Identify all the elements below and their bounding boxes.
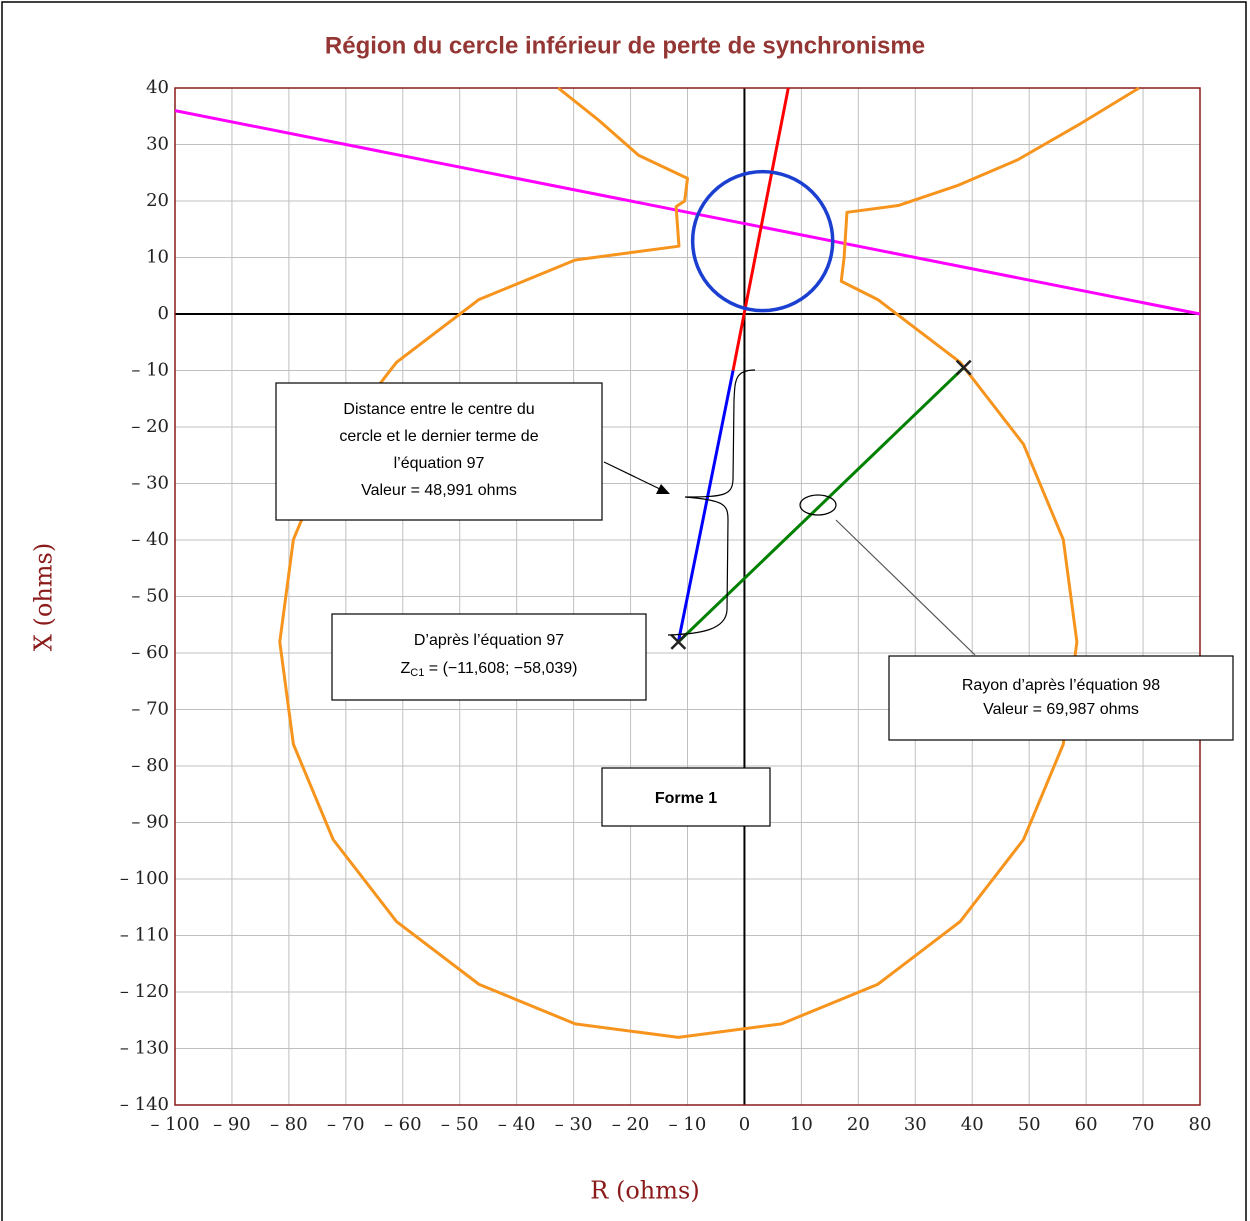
annotation-box [601,767,771,827]
x-tick-label: – 90 [213,1114,251,1135]
annotation-text: D’après l’équation 97 [414,632,564,649]
x-tick-label: 40 [961,1114,984,1135]
y-tick-label: – 40 [131,529,169,550]
y-tick-label: 20 [146,190,169,211]
ellipse [799,494,837,516]
x-tick-label: – 60 [384,1114,422,1135]
plot: 40 30 20 10 0 – 10 – 20 – 30 – 40 – 50 – 60 – 70 – 8… [120,77,1212,1135]
x-tick-label: – 70 [327,1114,365,1135]
annotation-text: ZC1 = (−11,608; −58,039) [401,660,578,679]
y-tick-label: 40 [146,77,169,98]
arrow [603,461,665,492]
annotation-box [275,382,603,521]
x-tick-label: 60 [1075,1114,1098,1135]
annotation-text: Forme 1 [655,790,717,807]
x-tick-label: – 100 [150,1114,199,1135]
annotation-text: Valeur = 48,991 ohms [361,482,517,499]
circle [690,169,835,313]
x-tick-label: – 20 [612,1114,650,1135]
x-tick-label: – 30 [555,1114,593,1135]
annotation-text: cercle et le dernier terme de [339,428,538,445]
annotation-text: l’équation 97 [394,455,485,472]
y-tick-label: 30 [146,134,169,155]
marker [955,359,972,376]
y-tick-label: – 10 [131,360,169,381]
x-tick-label: 10 [790,1114,813,1135]
annotations: Distance entre le centre du cercle et le… [275,369,1234,827]
x-axis-label: R (ohms) [590,1177,699,1205]
annotation-box [888,655,1234,741]
annotation-box [331,613,647,701]
brace [667,369,756,636]
y-tick-label: – 50 [131,586,169,607]
annotation-text: Rayon d’après l’équation 98 [962,677,1160,694]
subscript: C1 [410,667,424,679]
x-tick-label: 50 [1018,1114,1041,1135]
y-tick-label: – 110 [120,925,169,946]
y-tick-label: – 100 [120,868,169,889]
y-tick-label: – 60 [131,642,169,663]
marker [670,634,687,650]
line [278,86,1140,1039]
annotation-text: Distance entre le centre du [343,401,534,418]
y-tick-label: – 120 [120,981,169,1002]
line [677,366,965,644]
z-value: = (−11,608; −58,039) [424,660,577,677]
y-tick-label: 0 [158,303,169,324]
pointer [835,519,976,656]
x-tick-label: 20 [847,1114,870,1135]
z: Z [401,660,411,677]
line [731,87,790,371]
x-tick-label: – 40 [498,1114,536,1135]
y-tick-label: 10 [146,247,169,268]
arrow-head [656,484,670,494]
y-tick-label: – 90 [131,812,169,833]
y-tick-label: – 130 [120,1038,169,1059]
y-tick-label: – 80 [131,755,169,776]
x-tick-label: 80 [1189,1114,1212,1135]
y-axis-label: X (ohms) [30,543,58,651]
x-tick-label: – 50 [441,1114,479,1135]
x-tick-label: 0 [739,1114,750,1135]
line [676,370,735,643]
chart-title: Région du cercle inférieur de perte de s… [325,32,925,59]
x-tick-label: 30 [904,1114,927,1135]
x-tick-label: – 10 [669,1114,707,1135]
plot-border [174,87,1201,1106]
y-tick-label: – 30 [131,473,169,494]
y-tick-label: – 20 [131,416,169,437]
y-tick-label: – 140 [120,1094,169,1115]
line [174,109,1201,316]
annotation-text: Valeur = 69,987 ohms [983,701,1139,718]
y-tick-label: – 70 [131,699,169,720]
x-tick-label: – 80 [270,1114,308,1135]
x-tick-label: 70 [1132,1114,1155,1135]
